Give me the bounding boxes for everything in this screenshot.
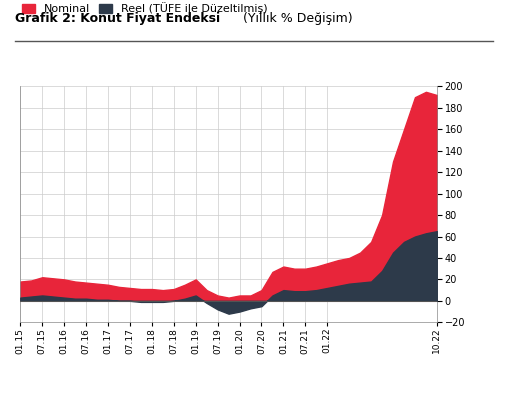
Text: (Yıllık % Değişim): (Yıllık % Değişim) <box>239 12 353 25</box>
Legend: Nominal, Reel (TÜFE ile Düzeltilmiş): Nominal, Reel (TÜFE ile Düzeltilmiş) <box>22 2 268 14</box>
Text: Grafik 2: Konut Fiyat Endeksi: Grafik 2: Konut Fiyat Endeksi <box>15 12 220 25</box>
